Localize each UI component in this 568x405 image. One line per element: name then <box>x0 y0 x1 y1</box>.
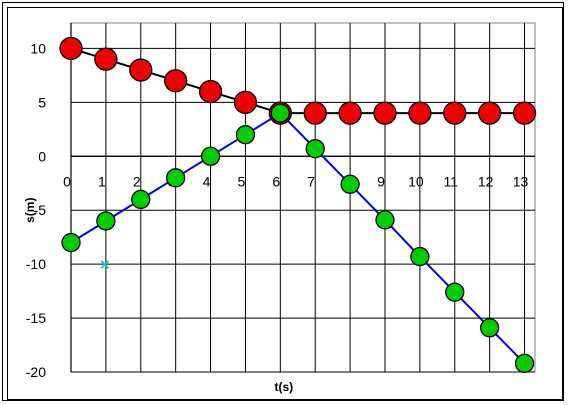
data-point <box>200 146 221 166</box>
data-point <box>235 125 256 145</box>
data-point <box>131 189 151 210</box>
data-point <box>410 246 430 267</box>
cross-marker: × <box>99 257 111 273</box>
data-point <box>443 101 467 125</box>
x-tick-label: 6 <box>272 173 280 189</box>
data-point <box>166 168 186 188</box>
data-point <box>94 47 118 71</box>
x-tick-label: 4 <box>203 173 211 189</box>
chart-outer-frame <box>2 2 564 401</box>
x-tick-label: 10 <box>408 173 424 189</box>
data-point <box>59 36 83 61</box>
x-tick-label: 12 <box>478 173 494 189</box>
y-tick-label: -5 <box>34 202 47 218</box>
x-axis-label: t(s) <box>274 380 293 394</box>
y-tick-label: -20 <box>26 364 46 380</box>
data-point <box>340 174 360 194</box>
y-tick-label: 0 <box>38 148 46 164</box>
data-series: × <box>59 36 537 374</box>
x-tick-label: 9 <box>377 173 385 189</box>
x-tick-label: 1 <box>98 173 106 189</box>
y-axis-label: s(m) <box>23 198 37 223</box>
axes <box>70 23 535 372</box>
data-point <box>96 211 116 231</box>
data-point <box>445 282 465 302</box>
data-point <box>270 103 290 123</box>
data-point <box>129 58 153 82</box>
data-point <box>198 79 223 104</box>
x-tick-label: 5 <box>238 173 246 189</box>
data-point <box>408 101 432 125</box>
x-tick-label: 2 <box>133 173 141 189</box>
y-tick-label: -10 <box>26 256 46 272</box>
y-tick-label: -15 <box>26 310 46 326</box>
axis-labels: t(s) s(m) <box>23 198 293 394</box>
data-point <box>477 101 502 125</box>
y-tick-label: 5 <box>38 94 46 110</box>
data-point <box>375 210 395 230</box>
data-point <box>514 353 535 374</box>
data-point <box>164 69 188 93</box>
y-tick-label: 10 <box>30 40 46 56</box>
x-tick-labels: 012345678910111213 <box>63 173 528 189</box>
x-tick-label: 0 <box>63 173 71 189</box>
data-point <box>373 101 397 125</box>
x-tick-label: 13 <box>513 173 529 189</box>
data-point <box>233 90 258 114</box>
data-point <box>512 101 537 125</box>
chart-inner-frame <box>7 7 563 400</box>
x-tick-label: 11 <box>443 173 458 189</box>
data-point <box>338 101 362 125</box>
x-tick-label: 7 <box>307 173 315 189</box>
data-point <box>305 139 325 159</box>
data-point <box>61 232 81 253</box>
data-point <box>479 318 500 338</box>
data-point <box>303 101 327 125</box>
y-tick-labels: 10 5 0 -5 -10 -15 -20 <box>26 40 46 380</box>
series-line <box>70 111 526 365</box>
